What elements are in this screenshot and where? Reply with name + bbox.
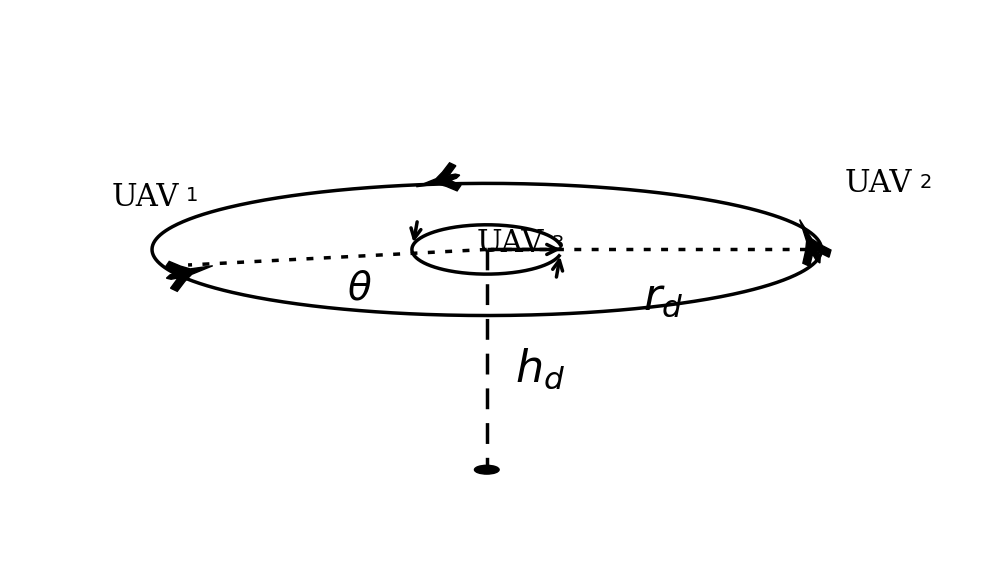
Text: $r_d$: $r_d$: [643, 276, 683, 319]
Text: $\theta$: $\theta$: [347, 271, 372, 308]
Polygon shape: [165, 261, 213, 291]
Text: $_3$: $_3$: [551, 225, 565, 252]
Text: $h_d$: $h_d$: [515, 346, 565, 390]
Text: UAV: UAV: [112, 181, 180, 212]
Polygon shape: [800, 220, 831, 266]
Text: $_2$: $_2$: [919, 164, 932, 191]
Ellipse shape: [474, 465, 499, 474]
Text: $_1$: $_1$: [185, 177, 198, 204]
Text: UAV: UAV: [477, 228, 544, 259]
Text: UAV: UAV: [845, 168, 913, 199]
Polygon shape: [416, 163, 461, 191]
